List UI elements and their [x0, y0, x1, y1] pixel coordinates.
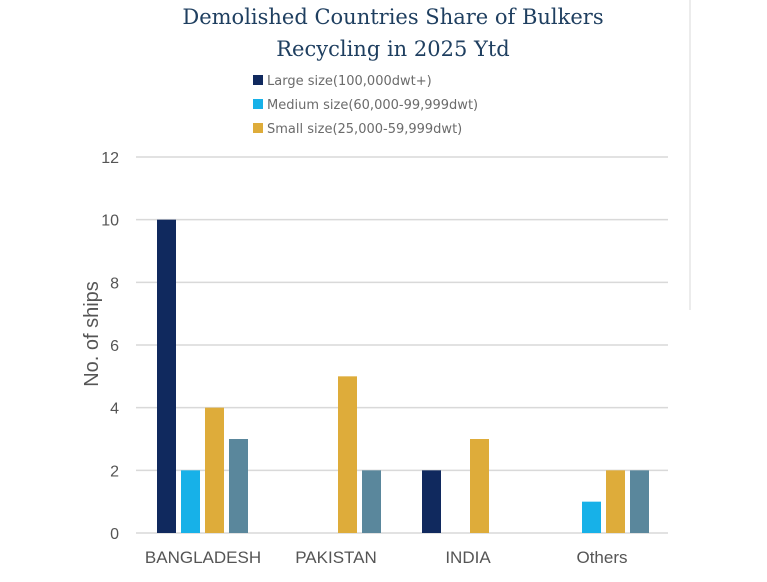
y-tick-label: 8	[110, 275, 119, 292]
y-tick-label: 12	[101, 150, 119, 167]
bar-others-series-1	[582, 501, 601, 533]
bar-bangladesh-series-0	[157, 219, 176, 533]
bar-pakistan-series-3	[362, 470, 381, 533]
bar-others-series-3	[630, 470, 649, 533]
legend-label-medium: Medium size(60,000-99,999dwt)	[267, 98, 478, 113]
legend-label-large: Large size(100,000dwt+)	[267, 74, 432, 89]
category-labels: BANGLADESH PAKISTAN INDIA Others	[145, 548, 628, 567]
category-label-pakistan: PAKISTAN	[295, 548, 377, 567]
gridlines	[136, 156, 668, 534]
category-label-india: INDIA	[445, 548, 491, 567]
legend-swatch-large	[253, 75, 263, 85]
bar-bangladesh-series-1	[181, 470, 200, 533]
y-tick-label: 0	[110, 526, 119, 543]
bar-others-series-2	[606, 470, 625, 533]
bars	[157, 219, 649, 533]
y-tick-labels: 0 2 4 6 8 10 12	[101, 150, 119, 543]
bar-pakistan-series-2	[338, 376, 357, 533]
bar-bangladesh-series-2	[205, 407, 224, 533]
legend-swatch-medium	[253, 99, 263, 109]
bar-india-series-0	[422, 470, 441, 533]
y-tick-label: 10	[101, 213, 119, 230]
chart-title-line-1: Demolished Countries Share of Bulkers	[182, 5, 603, 29]
y-tick-label: 6	[110, 338, 119, 355]
bar-bangladesh-series-3	[229, 439, 248, 533]
y-axis-label: No. of ships	[81, 281, 103, 387]
legend-swatch-small	[253, 123, 263, 133]
y-tick-label: 2	[110, 463, 119, 480]
legend-label-small: Small size(25,000-59,999dwt)	[267, 122, 462, 137]
legend: Large size(100,000dwt+) Medium size(60,0…	[253, 74, 478, 137]
category-label-others: Others	[576, 548, 627, 567]
bar-india-series-2	[470, 439, 489, 533]
y-tick-label: 4	[110, 401, 119, 418]
category-label-bangladesh: BANGLADESH	[145, 548, 261, 567]
chart-title-line-2: Recycling in 2025 Ytd	[276, 37, 509, 61]
